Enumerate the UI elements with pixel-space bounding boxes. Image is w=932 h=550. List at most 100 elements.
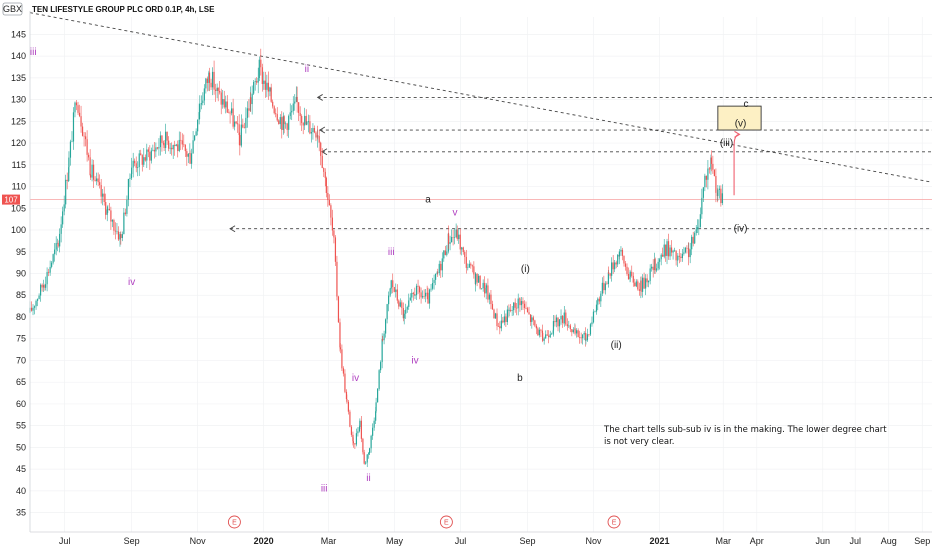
candle-body (390, 280, 392, 289)
candle-body (41, 284, 43, 288)
candle-body (385, 319, 387, 334)
candle-body (433, 279, 435, 284)
candle-body (450, 237, 453, 243)
candle-body (291, 110, 293, 113)
candle-body (566, 324, 568, 327)
candle-body (608, 272, 610, 274)
earnings-badge[interactable] (607, 515, 621, 529)
y-tick-label: 100 (11, 225, 26, 235)
candle-body (612, 262, 614, 270)
candle-body (168, 140, 170, 149)
candle-body (334, 237, 337, 262)
wave-annotations: iiiiviiiiiivviviiiiiab(i)(ii)(iii)(iv)(v… (30, 47, 749, 495)
wave-label: ii (305, 64, 309, 75)
candle-body (537, 328, 539, 336)
candle-body (140, 153, 142, 156)
candle-body (663, 244, 665, 257)
candle-body (522, 301, 524, 304)
target-zone-box[interactable] (717, 105, 762, 131)
target-box-layer[interactable] (717, 105, 762, 131)
wave-label: v (453, 208, 458, 219)
candle-body (150, 150, 152, 161)
candle-body (189, 153, 191, 164)
candle-body (392, 280, 394, 288)
candle-body (162, 142, 165, 144)
candle-body (579, 337, 581, 338)
candle-body (441, 258, 443, 271)
candle-body (582, 334, 584, 339)
symbol-title[interactable]: TEN LIFESTYLE GROUP PLC ORD 0.1P, 4h, LS… (32, 5, 215, 14)
currency-badge[interactable] (2, 2, 23, 16)
earnings-badge[interactable] (439, 515, 453, 529)
candle-body (44, 284, 47, 288)
x-axis[interactable]: Jul Sep Nov 2020 Mar May Jul Sep Nov 2021 Mar Apr Ju… (30, 531, 932, 546)
candle-body (541, 330, 544, 333)
horizontal-levels[interactable] (229, 94, 932, 233)
candle-body (558, 319, 561, 327)
candle-body (206, 78, 208, 83)
candle-body (444, 250, 446, 255)
candle-body (657, 261, 659, 269)
candle-body (375, 402, 377, 412)
candle-body (560, 315, 562, 320)
candle-body (488, 294, 491, 300)
candle-body (46, 271, 48, 285)
candle-body (331, 217, 333, 231)
candle-body (68, 167, 70, 182)
candle-body (306, 122, 308, 125)
candle-body (402, 308, 404, 319)
x-tick-label: Nov (190, 536, 207, 546)
candle-body (409, 297, 411, 301)
candle-body (698, 226, 700, 228)
candle-body (399, 302, 401, 307)
y-tick-label: 135 (11, 73, 26, 83)
projection-arrow-layer[interactable] (733, 130, 741, 196)
candle-body (427, 292, 429, 304)
candle-body (214, 89, 217, 91)
candle-body (33, 306, 36, 308)
candle-body (641, 277, 644, 292)
candle-body (513, 302, 515, 311)
wave-label: ii (366, 473, 370, 484)
candle-body (186, 151, 188, 157)
earnings-badge-label: E (444, 520, 449, 527)
candle-body (257, 77, 259, 83)
candle-body (576, 330, 578, 334)
candle-body (373, 420, 375, 428)
candle-body (431, 283, 434, 289)
candle-body (243, 127, 245, 129)
candle-body (78, 112, 81, 117)
candle-body (561, 315, 564, 323)
candle-body (341, 349, 343, 369)
candle-body (190, 153, 193, 164)
candle-body (375, 411, 377, 421)
trendline[interactable] (29, 12, 932, 183)
candle-body (84, 136, 87, 140)
candle-body (177, 144, 179, 152)
candle-body (187, 153, 189, 157)
x-tick-label: Sep (519, 536, 535, 546)
earnings-badge[interactable] (227, 515, 241, 529)
candle-body (156, 147, 159, 149)
candle-body (461, 247, 463, 250)
candle-body (688, 248, 690, 258)
candle-body (565, 312, 567, 325)
candle-body (479, 275, 481, 289)
candle-body (695, 229, 697, 234)
candle-body (713, 169, 715, 177)
candle-body (323, 168, 325, 172)
candle-body (229, 112, 231, 114)
candle-body (684, 247, 687, 253)
y-tick-label: 120 (11, 138, 26, 148)
candle-body (349, 411, 351, 427)
candle-body (354, 443, 356, 445)
wave-label: (iv) (734, 224, 748, 235)
y-axis[interactable]: 145 140 135 130 125 120 115 110 105 100 95 90 85 80 75… (11, 11, 31, 532)
candle-body (158, 147, 160, 149)
candle-body (153, 149, 155, 152)
trendline-layer[interactable] (29, 12, 932, 183)
candle-body (551, 333, 553, 335)
wave-label: iv (411, 355, 418, 366)
